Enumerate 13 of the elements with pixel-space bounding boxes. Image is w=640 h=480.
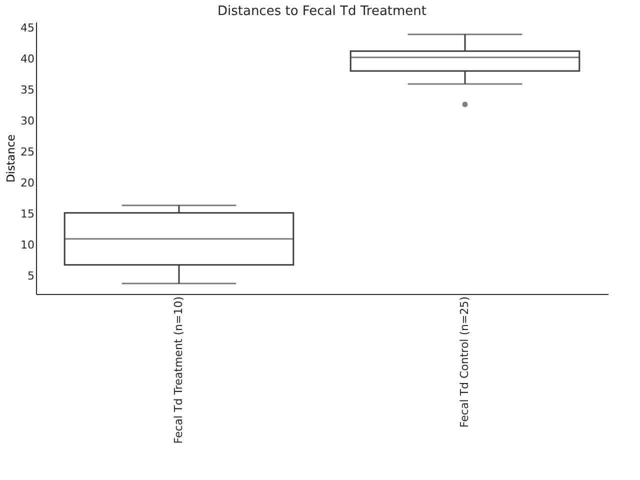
y-tick-label: 40 [20, 52, 34, 66]
x-tick-label: Fecal Td Treatment (n=10) [172, 296, 185, 444]
y-tick-label: 20 [20, 176, 34, 190]
chart-title: Distances to Fecal Td Treatment [217, 4, 427, 19]
x-tick-label: Fecal Td Control (n=25) [458, 296, 471, 428]
y-tick-label: 5 [28, 270, 34, 283]
y-tick-label: 15 [20, 208, 34, 221]
y-tick-label: 35 [20, 84, 34, 97]
y-axis-title: Distance [4, 134, 18, 183]
y-tick-label: 30 [20, 114, 34, 128]
y-tick-label: 45 [20, 22, 34, 35]
y-tick-label: 25 [20, 146, 34, 159]
y-tick-label: 10 [20, 238, 34, 252]
